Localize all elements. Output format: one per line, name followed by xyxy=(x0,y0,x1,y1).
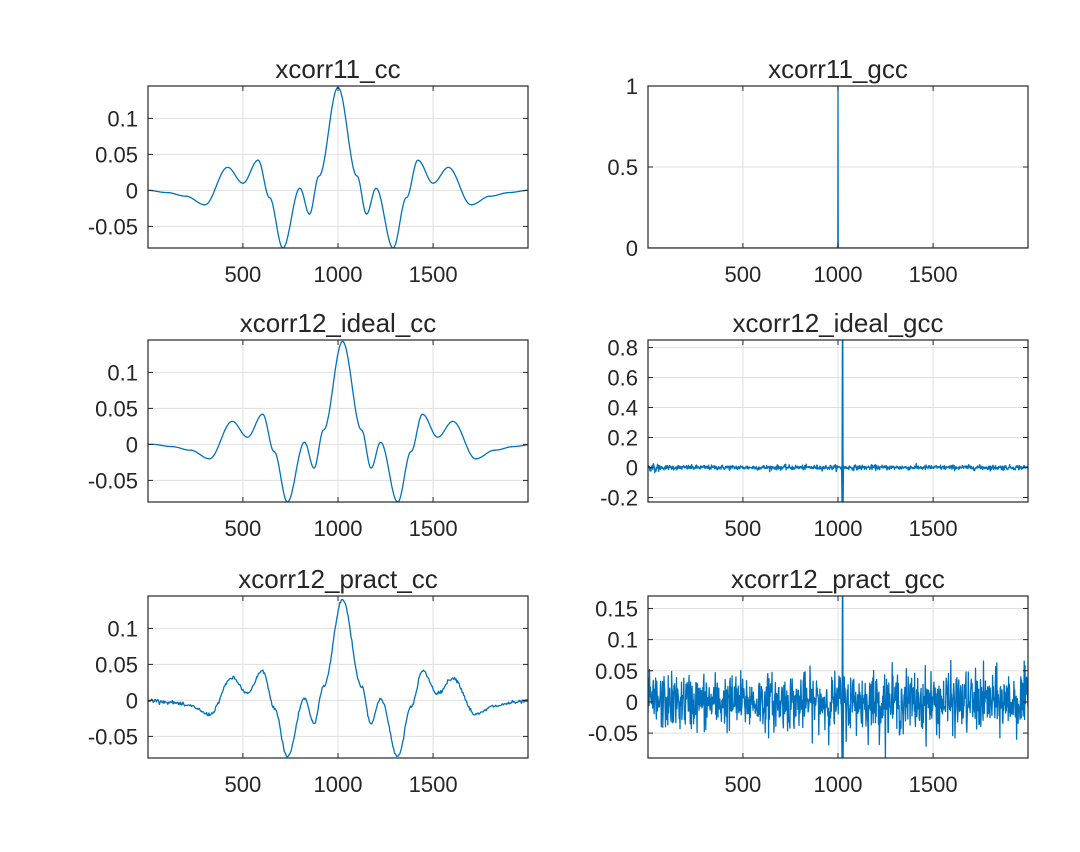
y-tick-label: -0.05 xyxy=(88,724,138,749)
y-tick-label: 0.1 xyxy=(107,106,138,131)
subplot-xcorr11-gcc: 500 1000 1500 0 0.5 1 xcorr11_gcc xyxy=(607,54,1029,287)
subplot-xcorr12-ideal-cc: 500 1000 1500 -0.05 0 0.05 0.1 xcorr12_ideal_cc xyxy=(88,308,529,541)
y-tick-label: 0.2 xyxy=(607,426,638,451)
y-tick-label: 0.1 xyxy=(107,360,138,385)
y-tick-label: 0.6 xyxy=(607,366,638,391)
x-tick-label: 1500 xyxy=(909,516,958,541)
y-tick-label: 0.8 xyxy=(607,336,638,361)
y-tick-label: 0.05 xyxy=(595,659,638,684)
y-tick-label: 0.5 xyxy=(607,155,638,180)
y-tick-label: 0.15 xyxy=(595,596,638,621)
y-tick-label: -0.05 xyxy=(88,214,138,239)
y-tick-label: 0 xyxy=(126,688,138,713)
y-tick-label: -0.05 xyxy=(88,468,138,493)
y-tick-label: 0.05 xyxy=(95,652,138,677)
x-tick-label: 500 xyxy=(725,262,762,287)
y-tick-label: -0.05 xyxy=(588,721,638,746)
x-tick-label: 500 xyxy=(225,772,262,797)
series-line xyxy=(648,340,1028,502)
x-tick-label: 500 xyxy=(725,516,762,541)
y-tick-label: 0 xyxy=(126,178,138,203)
subplot-title: xcorr11_cc xyxy=(275,54,400,84)
x-tick-label: 1000 xyxy=(814,516,863,541)
subplot-xcorr11-cc: 500 1000 1500 -0.05 0 0.05 0.1 xcorr11_cc xyxy=(88,54,529,287)
x-tick-label: 1000 xyxy=(814,262,863,287)
x-tick-label: 1000 xyxy=(314,516,363,541)
y-tick-label: 0.05 xyxy=(95,142,138,167)
x-tick-label: 1500 xyxy=(909,262,958,287)
y-tick-label: -0.2 xyxy=(600,486,638,511)
x-tick-label: 500 xyxy=(725,772,762,797)
y-tick-label: 0 xyxy=(626,236,638,261)
subplot-title: xcorr12_ideal_cc xyxy=(240,308,437,338)
y-tick-label: 0 xyxy=(626,690,638,715)
y-tick-label: 0.1 xyxy=(107,616,138,641)
subplot-title: xcorr12_ideal_gcc xyxy=(732,308,943,338)
subplot-xcorr12-pract-gcc: 500 1000 1500 -0.05 0 0.05 0.1 0.15 xcorr12_prac… xyxy=(588,564,1029,797)
y-tick-label: 0 xyxy=(126,432,138,457)
subplot-xcorr12-ideal-gcc: 500 1000 1500 -0.2 0 0.2 0.4 0.6 0.8 xcorr12_idea… xyxy=(600,308,1029,541)
x-tick-label: 1500 xyxy=(409,516,458,541)
y-tick-label: 0.1 xyxy=(607,628,638,653)
x-tick-label: 1500 xyxy=(909,772,958,797)
subplot-title: xcorr11_gcc xyxy=(768,54,908,84)
y-tick-label: 0 xyxy=(626,456,638,481)
x-tick-label: 1000 xyxy=(314,262,363,287)
y-tick-label: 0.4 xyxy=(607,396,638,421)
y-tick-label: 1 xyxy=(626,74,638,99)
x-tick-label: 500 xyxy=(225,516,262,541)
subplot-title: xcorr12_pract_gcc xyxy=(731,564,945,594)
subplot-xcorr12-pract-cc: 500 1000 1500 -0.05 0 0.05 0.1 xcorr12_pract_cc xyxy=(88,564,529,797)
x-tick-label: 1500 xyxy=(409,262,458,287)
subplot-title: xcorr12_pract_cc xyxy=(238,564,437,594)
x-tick-label: 1500 xyxy=(409,772,458,797)
series-line xyxy=(148,340,528,502)
x-tick-label: 1000 xyxy=(314,772,363,797)
series-line xyxy=(648,596,1028,758)
series-line xyxy=(148,598,528,758)
x-tick-label: 1000 xyxy=(814,772,863,797)
x-tick-label: 500 xyxy=(225,262,262,287)
y-tick-label: 0.05 xyxy=(95,396,138,421)
